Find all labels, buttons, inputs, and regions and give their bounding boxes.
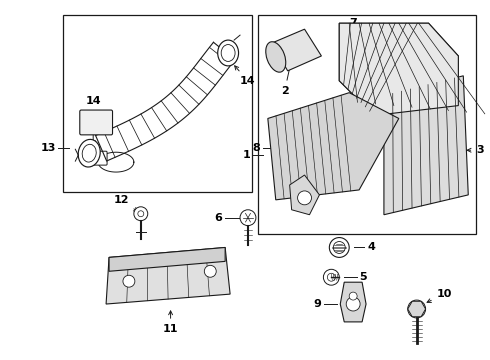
- Polygon shape: [272, 29, 321, 71]
- Polygon shape: [384, 76, 468, 215]
- Circle shape: [346, 297, 360, 311]
- Text: 12: 12: [113, 195, 138, 212]
- Circle shape: [123, 275, 135, 287]
- Text: 6: 6: [214, 213, 222, 223]
- Circle shape: [349, 292, 357, 300]
- Text: 1: 1: [242, 150, 250, 160]
- FancyBboxPatch shape: [89, 151, 107, 165]
- Circle shape: [408, 300, 426, 318]
- Text: 14: 14: [85, 95, 101, 144]
- Text: 2: 2: [281, 63, 292, 96]
- Ellipse shape: [78, 139, 100, 167]
- Circle shape: [327, 273, 335, 281]
- Polygon shape: [109, 247, 225, 271]
- Polygon shape: [339, 23, 458, 116]
- Circle shape: [134, 207, 148, 221]
- Text: 7: 7: [349, 18, 368, 30]
- FancyBboxPatch shape: [80, 110, 113, 135]
- Text: 10: 10: [427, 289, 452, 302]
- Text: 14: 14: [235, 66, 256, 86]
- Text: 9: 9: [314, 299, 321, 309]
- Text: 5: 5: [359, 272, 367, 282]
- Ellipse shape: [218, 40, 239, 66]
- Circle shape: [138, 211, 144, 217]
- Polygon shape: [268, 93, 399, 200]
- Circle shape: [323, 269, 339, 285]
- Text: 8: 8: [252, 143, 260, 153]
- Ellipse shape: [266, 42, 286, 72]
- Polygon shape: [106, 247, 230, 304]
- Text: 11: 11: [163, 311, 178, 334]
- Bar: [63, 15, 252, 192]
- Polygon shape: [96, 42, 235, 161]
- Circle shape: [297, 191, 312, 205]
- Text: 4: 4: [367, 243, 375, 252]
- Polygon shape: [340, 282, 366, 322]
- Text: 3: 3: [467, 145, 484, 155]
- Ellipse shape: [221, 45, 235, 62]
- Circle shape: [204, 265, 216, 277]
- Circle shape: [333, 242, 345, 253]
- Polygon shape: [290, 175, 319, 215]
- Ellipse shape: [82, 144, 96, 162]
- Polygon shape: [408, 301, 426, 317]
- Circle shape: [240, 210, 256, 226]
- Circle shape: [329, 238, 349, 257]
- Polygon shape: [339, 23, 458, 116]
- Bar: [258, 15, 476, 234]
- Text: 13: 13: [41, 143, 56, 153]
